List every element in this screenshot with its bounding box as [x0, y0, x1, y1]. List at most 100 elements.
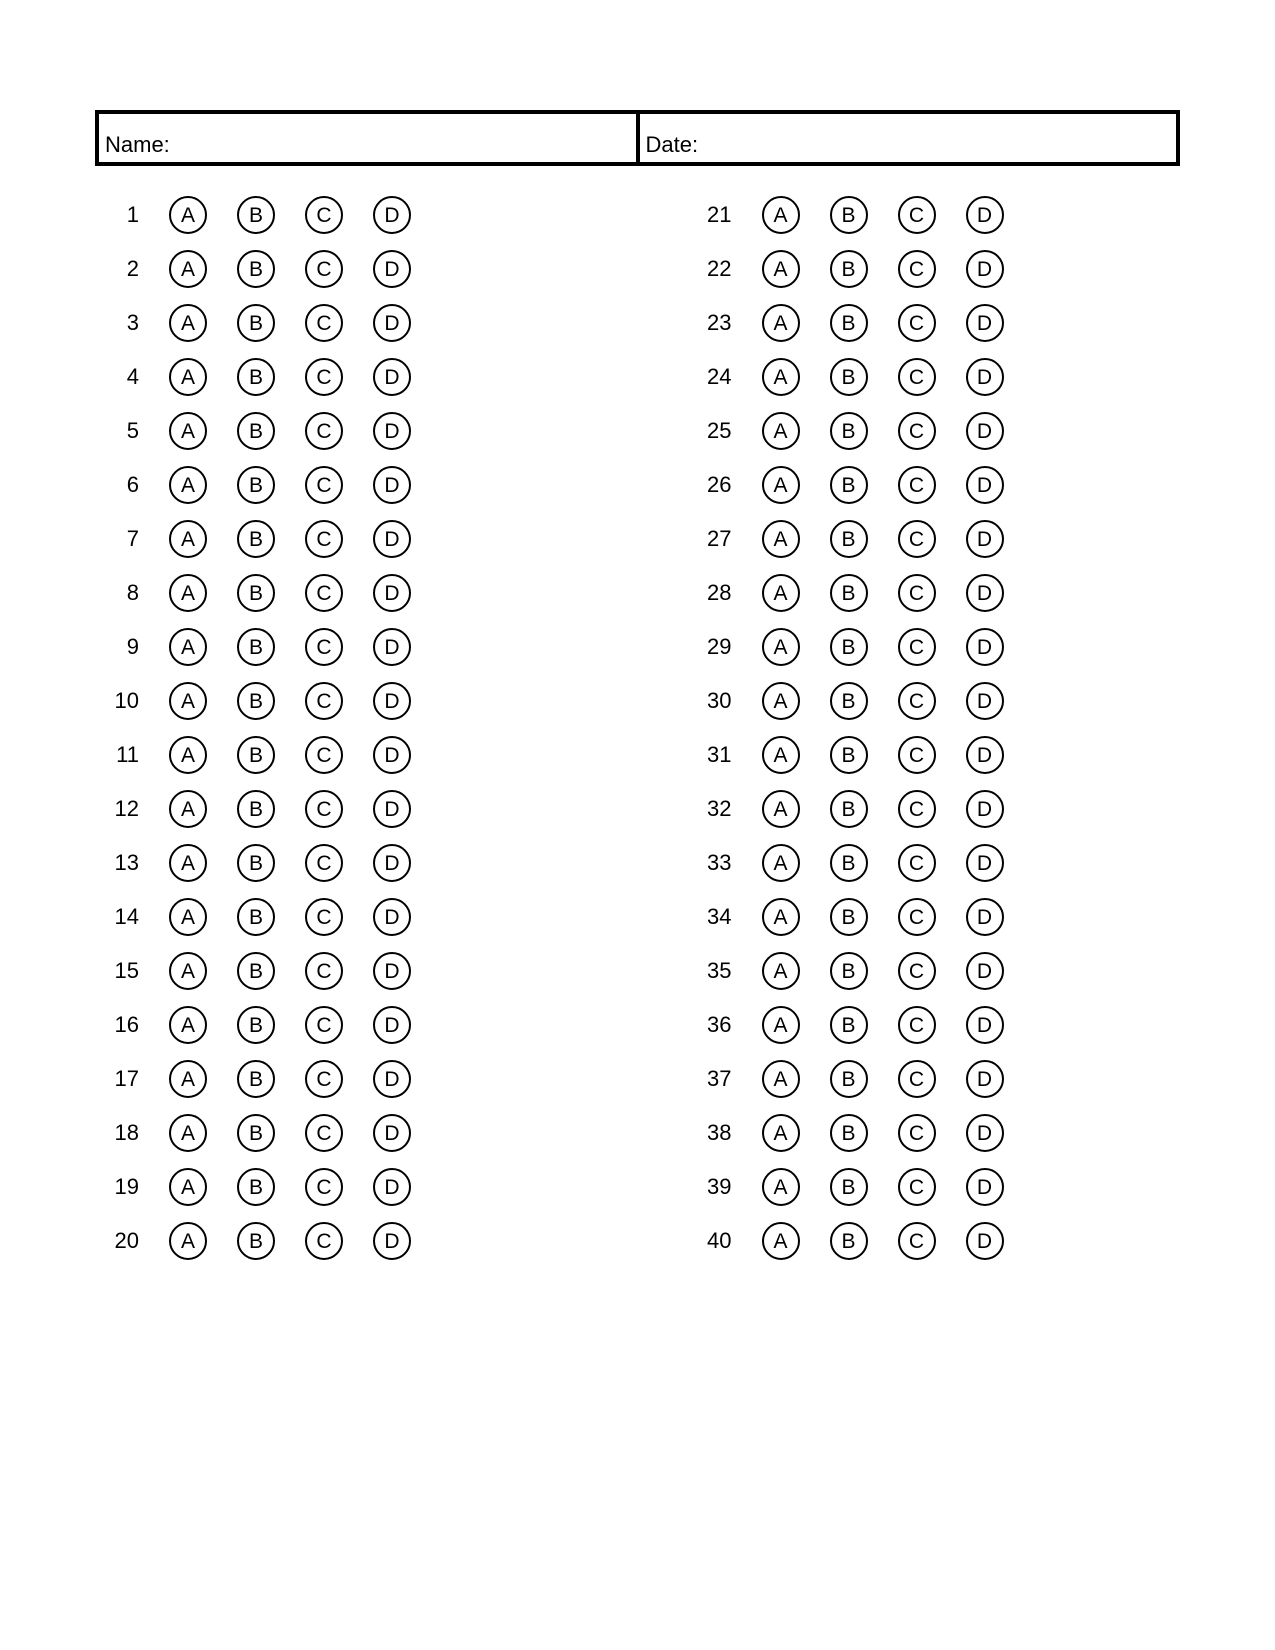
- answer-bubble-c[interactable]: C: [305, 196, 343, 234]
- answer-bubble-c[interactable]: C: [898, 1168, 936, 1206]
- answer-bubble-a[interactable]: A: [169, 682, 207, 720]
- answer-bubble-b[interactable]: B: [830, 304, 868, 342]
- answer-bubble-a[interactable]: A: [762, 1060, 800, 1098]
- answer-bubble-b[interactable]: B: [830, 790, 868, 828]
- answer-bubble-a[interactable]: A: [169, 574, 207, 612]
- answer-bubble-a[interactable]: A: [169, 1168, 207, 1206]
- answer-bubble-c[interactable]: C: [898, 736, 936, 774]
- answer-bubble-d[interactable]: D: [966, 736, 1004, 774]
- answer-bubble-a[interactable]: A: [169, 898, 207, 936]
- answer-bubble-b[interactable]: B: [830, 1168, 868, 1206]
- answer-bubble-a[interactable]: A: [762, 574, 800, 612]
- answer-bubble-d[interactable]: D: [373, 1222, 411, 1260]
- answer-bubble-c[interactable]: C: [898, 1060, 936, 1098]
- answer-bubble-c[interactable]: C: [305, 1168, 343, 1206]
- answer-bubble-b[interactable]: B: [830, 520, 868, 558]
- answer-bubble-c[interactable]: C: [898, 304, 936, 342]
- answer-bubble-b[interactable]: B: [830, 466, 868, 504]
- answer-bubble-b[interactable]: B: [237, 1222, 275, 1260]
- answer-bubble-c[interactable]: C: [305, 844, 343, 882]
- answer-bubble-b[interactable]: B: [237, 844, 275, 882]
- answer-bubble-a[interactable]: A: [169, 466, 207, 504]
- answer-bubble-b[interactable]: B: [830, 250, 868, 288]
- answer-bubble-b[interactable]: B: [237, 304, 275, 342]
- answer-bubble-b[interactable]: B: [237, 628, 275, 666]
- answer-bubble-b[interactable]: B: [830, 1006, 868, 1044]
- answer-bubble-d[interactable]: D: [966, 1222, 1004, 1260]
- answer-bubble-d[interactable]: D: [373, 1006, 411, 1044]
- answer-bubble-a[interactable]: A: [762, 1222, 800, 1260]
- answer-bubble-d[interactable]: D: [966, 250, 1004, 288]
- answer-bubble-c[interactable]: C: [898, 358, 936, 396]
- answer-bubble-a[interactable]: A: [169, 196, 207, 234]
- answer-bubble-d[interactable]: D: [373, 628, 411, 666]
- answer-bubble-c[interactable]: C: [305, 898, 343, 936]
- answer-bubble-a[interactable]: A: [762, 790, 800, 828]
- answer-bubble-d[interactable]: D: [966, 844, 1004, 882]
- answer-bubble-d[interactable]: D: [373, 1168, 411, 1206]
- answer-bubble-a[interactable]: A: [762, 412, 800, 450]
- answer-bubble-b[interactable]: B: [237, 1114, 275, 1152]
- answer-bubble-b[interactable]: B: [830, 196, 868, 234]
- answer-bubble-c[interactable]: C: [898, 952, 936, 990]
- answer-bubble-a[interactable]: A: [169, 250, 207, 288]
- answer-bubble-a[interactable]: A: [762, 196, 800, 234]
- answer-bubble-b[interactable]: B: [237, 358, 275, 396]
- answer-bubble-b[interactable]: B: [237, 1168, 275, 1206]
- answer-bubble-b[interactable]: B: [830, 412, 868, 450]
- answer-bubble-d[interactable]: D: [966, 1168, 1004, 1206]
- answer-bubble-d[interactable]: D: [966, 682, 1004, 720]
- answer-bubble-b[interactable]: B: [237, 790, 275, 828]
- answer-bubble-b[interactable]: B: [237, 196, 275, 234]
- answer-bubble-c[interactable]: C: [305, 250, 343, 288]
- date-field-cell[interactable]: Date:: [636, 114, 1177, 162]
- answer-bubble-c[interactable]: C: [305, 1114, 343, 1152]
- answer-bubble-a[interactable]: A: [762, 736, 800, 774]
- answer-bubble-d[interactable]: D: [373, 250, 411, 288]
- answer-bubble-a[interactable]: A: [762, 952, 800, 990]
- answer-bubble-c[interactable]: C: [898, 250, 936, 288]
- answer-bubble-b[interactable]: B: [830, 1114, 868, 1152]
- answer-bubble-b[interactable]: B: [237, 250, 275, 288]
- answer-bubble-b[interactable]: B: [237, 736, 275, 774]
- answer-bubble-a[interactable]: A: [169, 412, 207, 450]
- answer-bubble-d[interactable]: D: [966, 1060, 1004, 1098]
- answer-bubble-c[interactable]: C: [305, 412, 343, 450]
- answer-bubble-a[interactable]: A: [169, 304, 207, 342]
- answer-bubble-d[interactable]: D: [966, 520, 1004, 558]
- answer-bubble-a[interactable]: A: [169, 628, 207, 666]
- answer-bubble-c[interactable]: C: [305, 790, 343, 828]
- answer-bubble-c[interactable]: C: [305, 304, 343, 342]
- answer-bubble-a[interactable]: A: [762, 250, 800, 288]
- answer-bubble-b[interactable]: B: [830, 1222, 868, 1260]
- answer-bubble-c[interactable]: C: [305, 682, 343, 720]
- answer-bubble-b[interactable]: B: [237, 466, 275, 504]
- answer-bubble-b[interactable]: B: [237, 574, 275, 612]
- answer-bubble-b[interactable]: B: [830, 628, 868, 666]
- answer-bubble-c[interactable]: C: [898, 898, 936, 936]
- answer-bubble-c[interactable]: C: [305, 358, 343, 396]
- answer-bubble-a[interactable]: A: [169, 1006, 207, 1044]
- answer-bubble-a[interactable]: A: [169, 790, 207, 828]
- answer-bubble-d[interactable]: D: [373, 1060, 411, 1098]
- answer-bubble-a[interactable]: A: [762, 682, 800, 720]
- answer-bubble-d[interactable]: D: [373, 1114, 411, 1152]
- answer-bubble-d[interactable]: D: [373, 952, 411, 990]
- answer-bubble-c[interactable]: C: [898, 682, 936, 720]
- answer-bubble-b[interactable]: B: [830, 682, 868, 720]
- answer-bubble-d[interactable]: D: [373, 520, 411, 558]
- answer-bubble-c[interactable]: C: [898, 1222, 936, 1260]
- answer-bubble-c[interactable]: C: [305, 736, 343, 774]
- answer-bubble-a[interactable]: A: [169, 1114, 207, 1152]
- answer-bubble-c[interactable]: C: [305, 1006, 343, 1044]
- answer-bubble-a[interactable]: A: [762, 1006, 800, 1044]
- answer-bubble-a[interactable]: A: [762, 844, 800, 882]
- answer-bubble-c[interactable]: C: [898, 520, 936, 558]
- answer-bubble-b[interactable]: B: [830, 952, 868, 990]
- answer-bubble-b[interactable]: B: [237, 1060, 275, 1098]
- answer-bubble-d[interactable]: D: [966, 466, 1004, 504]
- answer-bubble-b[interactable]: B: [830, 844, 868, 882]
- answer-bubble-d[interactable]: D: [966, 304, 1004, 342]
- answer-bubble-c[interactable]: C: [305, 574, 343, 612]
- answer-bubble-d[interactable]: D: [373, 196, 411, 234]
